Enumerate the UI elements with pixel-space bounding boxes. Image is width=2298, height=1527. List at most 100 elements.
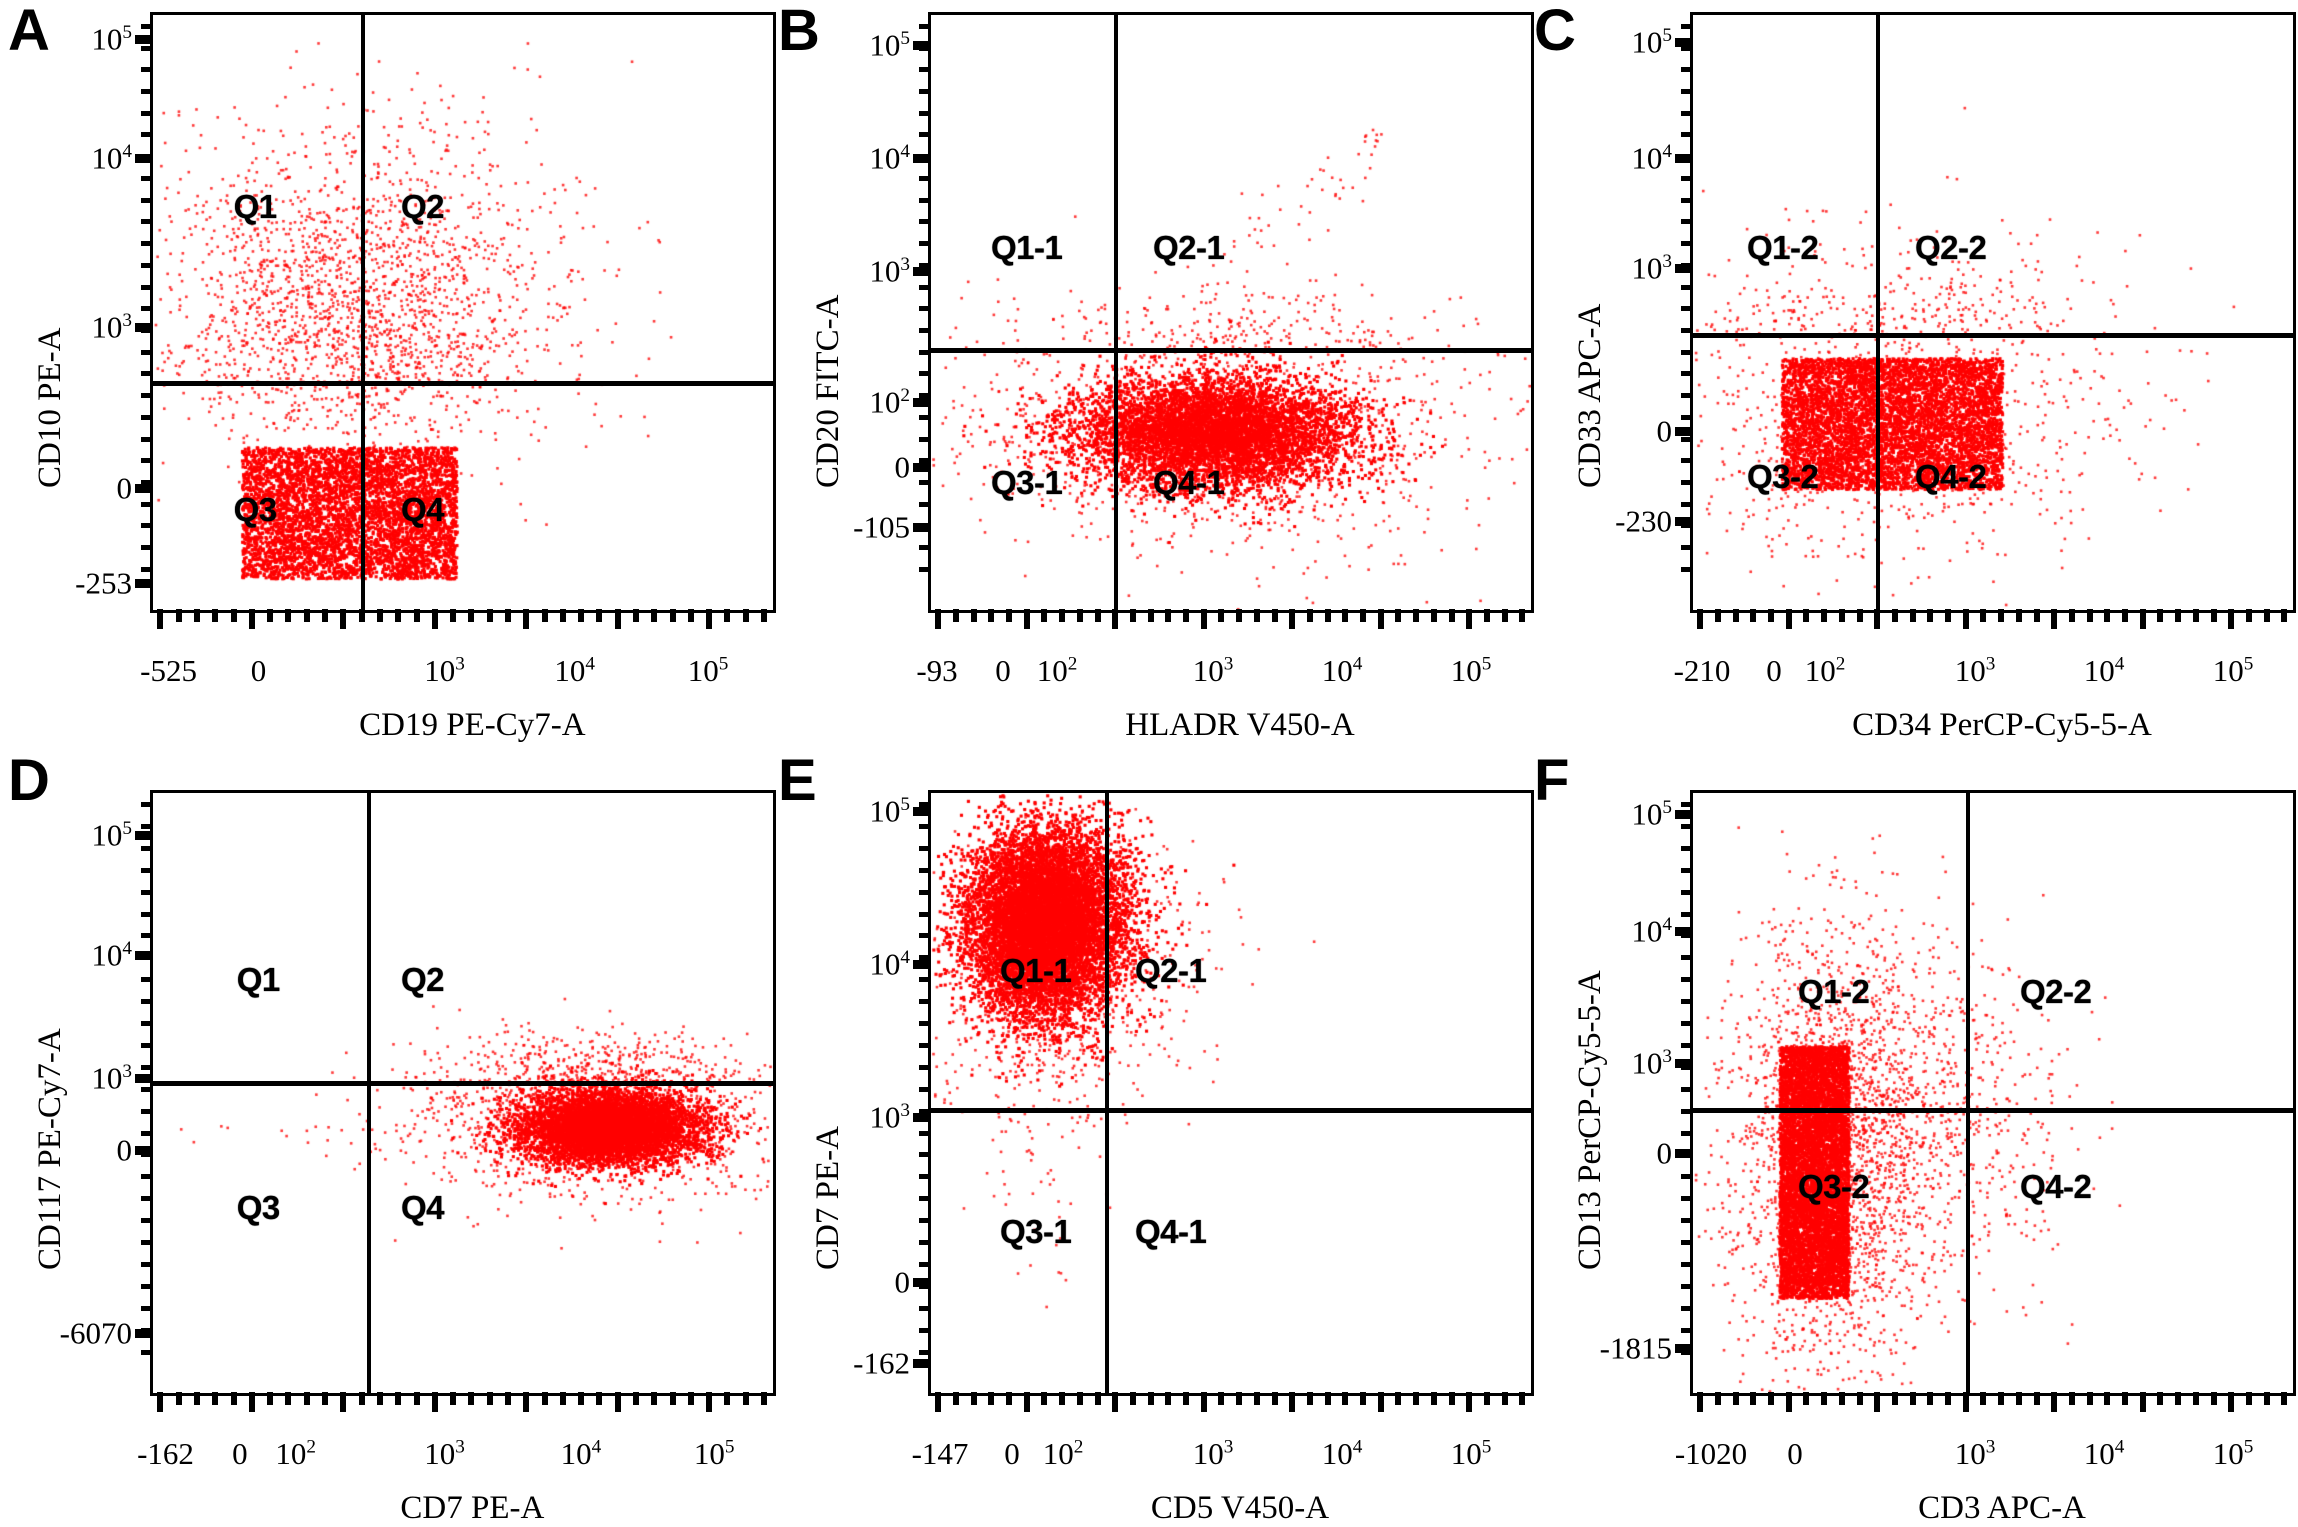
x-minor-tick: [706, 609, 713, 629]
y-minor-tick: [919, 349, 929, 355]
x-minor-tick: [1147, 1392, 1154, 1405]
x-minor-tick: [212, 1392, 219, 1405]
panel-letter-e: E: [778, 748, 817, 813]
x-axis-title-e: CD5 V450-A: [1150, 1490, 1330, 1526]
x-tick-label: 0: [1766, 653, 1782, 688]
quadrant-label-q3: Q3: [233, 491, 278, 528]
y-minor-tick: [1681, 999, 1691, 1005]
x-minor-tick: [2228, 609, 2235, 629]
quadrant-gate-horizontal-f[interactable]: [1693, 1108, 2293, 1113]
x-minor-tick: [1200, 609, 1207, 629]
x-minor-tick: [1891, 609, 1898, 622]
quadrant-label-q3-2: Q3-2: [1747, 458, 1819, 496]
x-minor-tick: [1395, 609, 1402, 622]
y-minor-tick: [141, 479, 151, 485]
quadrant-gate-vertical-b[interactable]: [1114, 15, 1118, 610]
quadrant-label-q4: Q4: [401, 1189, 445, 1226]
y-major-tick: [135, 579, 151, 589]
y-tick-label: 104: [869, 946, 910, 982]
y-tick-label: 0: [116, 1132, 133, 1168]
x-minor-tick: [651, 609, 658, 622]
x-minor-tick: [1838, 1392, 1845, 1405]
x-minor-tick: [970, 1392, 977, 1405]
x-minor-tick: [230, 609, 237, 622]
x-minor-tick: [358, 1392, 365, 1405]
x-minor-tick: [1768, 609, 1774, 622]
x-tick-label: 105: [1450, 653, 1492, 688]
y-major-tick: [1675, 153, 1691, 163]
x-minor-tick: [1501, 1392, 1508, 1405]
y-major-tick: [1675, 810, 1691, 819]
y-minor-tick: [1681, 1349, 1691, 1355]
x-minor-tick: [2263, 1392, 2270, 1405]
y-major-tick: [913, 1359, 929, 1368]
y-minor-tick: [1681, 45, 1691, 51]
y-minor-tick: [141, 1108, 151, 1114]
x-minor-tick: [431, 609, 438, 629]
y-minor-tick: [1681, 175, 1691, 181]
x-minor-tick: [1430, 609, 1437, 622]
y-minor-tick: [919, 566, 929, 572]
x-tick-label: -525: [140, 653, 198, 688]
y-major-tick: [1675, 1149, 1691, 1158]
y-tick-label: 103: [1631, 250, 1672, 286]
y-axis-title-d: CD117 PE-Cy7-A: [32, 1028, 68, 1270]
y-minor-tick: [919, 977, 929, 983]
x-minor-tick: [413, 1392, 420, 1405]
y-major-tick: [913, 266, 929, 276]
x-minor-tick: [651, 1392, 658, 1405]
y-minor-tick: [141, 306, 151, 312]
y-minor-tick: [1681, 823, 1691, 829]
x-minor-tick: [267, 609, 274, 622]
y-minor-tick: [919, 802, 929, 807]
quadrant-gate-horizontal-b[interactable]: [931, 348, 1531, 354]
quadrant-gate-horizontal-c[interactable]: [1693, 333, 2293, 339]
y-minor-tick: [141, 802, 151, 807]
y-minor-tick: [141, 1196, 151, 1202]
quadrant-label-q3-1: Q3-1: [1000, 1213, 1072, 1250]
y-minor-tick: [1681, 1042, 1691, 1048]
x-tick-label: 0: [995, 653, 1011, 688]
quadrant-gate-vertical-a[interactable]: [360, 15, 365, 610]
y-minor-tick: [1681, 977, 1691, 983]
plot-area-c: Q1-2 Q2-2 Q3-2 Q4-2: [1690, 12, 2296, 613]
x-minor-tick: [988, 609, 995, 622]
y-tick-label: 103: [869, 1099, 910, 1135]
quadrant-gate-vertical-d[interactable]: [366, 793, 371, 1393]
y-minor-tick: [1681, 393, 1691, 399]
x-minor-tick: [1697, 609, 1704, 629]
x-minor-tick: [2175, 1392, 2182, 1405]
quadrant-gate-vertical-c[interactable]: [1876, 15, 1880, 610]
x-minor-tick: [1183, 609, 1189, 622]
y-minor-tick: [1681, 284, 1691, 290]
y-minor-tick: [1681, 327, 1691, 333]
x-minor-tick: [1377, 609, 1384, 629]
y-major-tick: [135, 951, 151, 960]
y-tick-label: 105: [1631, 796, 1672, 832]
panel-letter-f: F: [1534, 748, 1570, 813]
y-minor-tick: [919, 1283, 929, 1289]
y-tick-label: 104: [1631, 913, 1672, 949]
x-minor-tick: [285, 609, 292, 622]
x-tick-label: 102: [1042, 1436, 1084, 1471]
quadrant-gate-horizontal-e[interactable]: [931, 1108, 1531, 1113]
quadrant-gate-vertical-e[interactable]: [1105, 793, 1109, 1393]
x-axis-title-c: CD34 PerCP-Cy5-5-A: [1852, 707, 2152, 743]
x-axis-title-b: HLADR V450-A: [1125, 707, 1355, 743]
y-tick-label: 0: [894, 449, 911, 485]
x-minor-tick: [486, 1392, 493, 1405]
quadrant-gate-horizontal-d[interactable]: [153, 1081, 773, 1086]
y-major-tick: [1675, 427, 1691, 437]
y-minor-tick: [1681, 1218, 1691, 1224]
y-minor-tick: [141, 501, 151, 507]
quadrant-gate-horizontal-a[interactable]: [153, 380, 773, 386]
y-tick-label: 104: [869, 140, 910, 176]
x-tick-label: 104: [2083, 1436, 2125, 1471]
y-minor-tick: [919, 241, 929, 247]
scatter-points-d: [153, 793, 773, 1393]
x-minor-tick: [669, 1392, 676, 1405]
y-minor-tick: [141, 110, 151, 116]
x-minor-tick: [248, 609, 255, 629]
quadrant-gate-vertical-f[interactable]: [1966, 793, 1970, 1393]
quadrant-label-q4: Q4: [401, 491, 445, 528]
